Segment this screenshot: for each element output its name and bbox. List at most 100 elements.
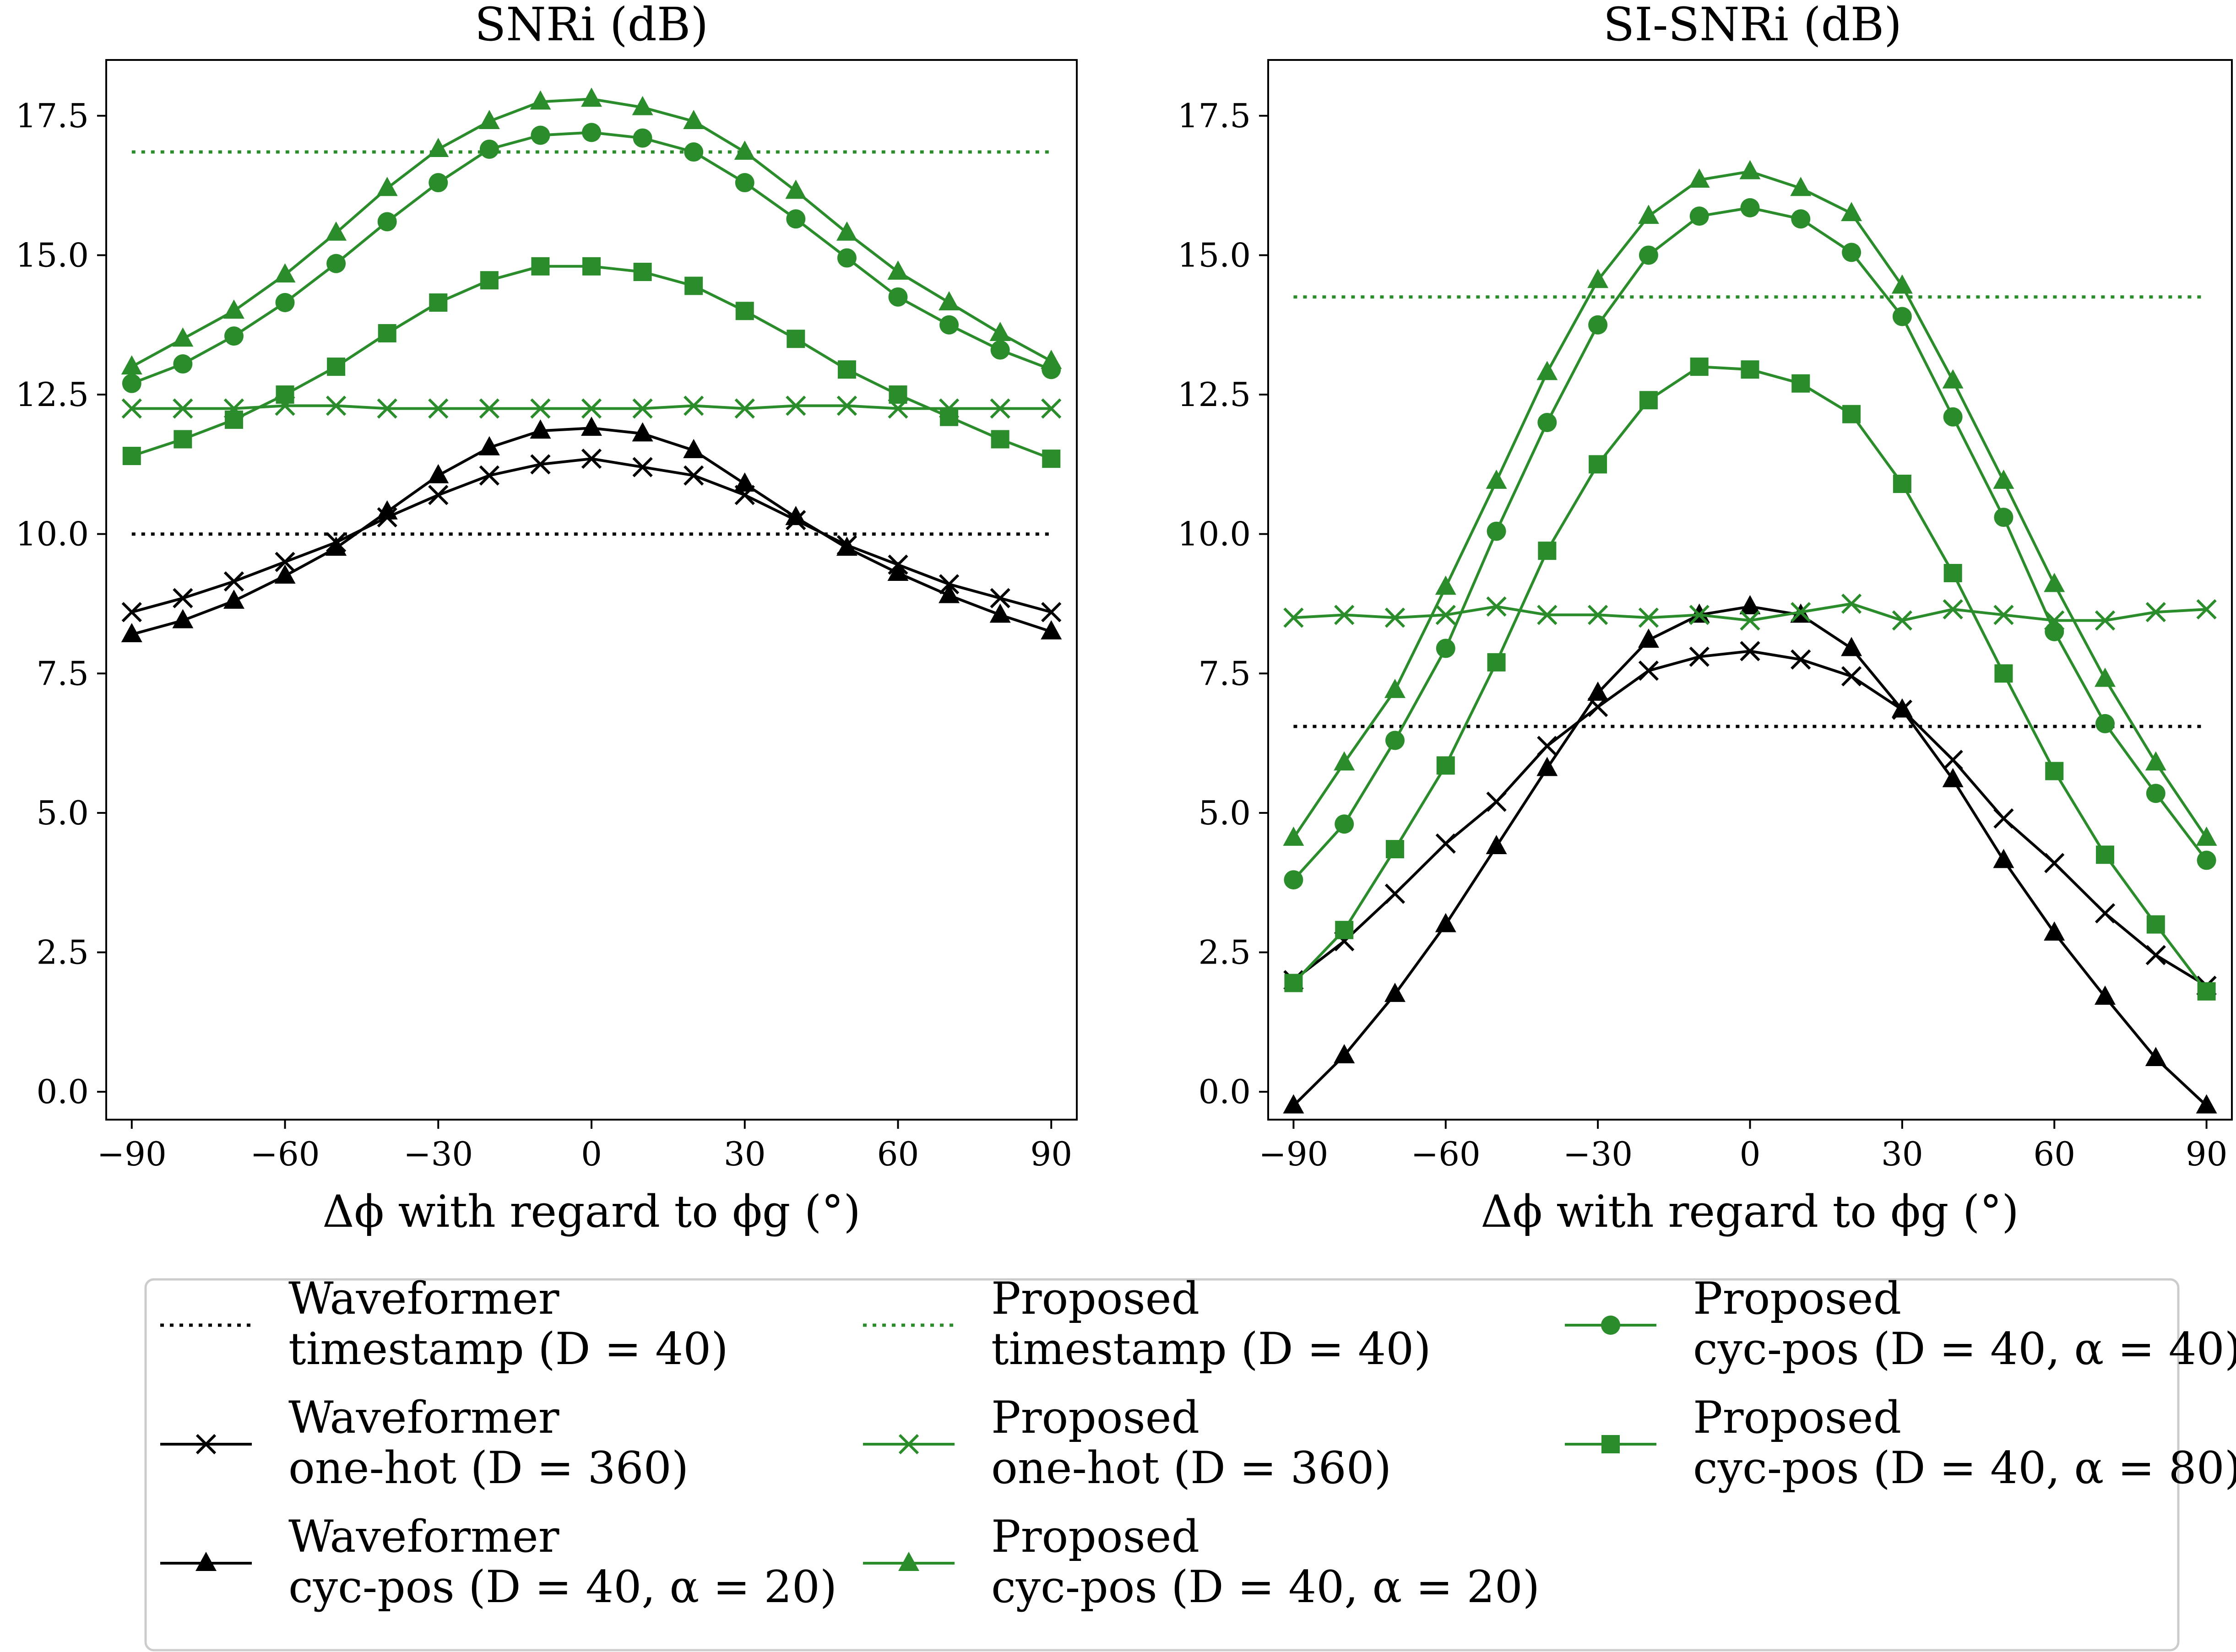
data-point [1892, 307, 1912, 326]
data-point [1486, 469, 1507, 489]
data-point [1689, 646, 1710, 667]
data-point [1538, 542, 1557, 560]
data-point [1284, 974, 1303, 992]
data-point [1993, 849, 2014, 868]
data-point [734, 398, 755, 419]
data-point [889, 385, 907, 404]
data-point [581, 449, 602, 469]
data-point [1841, 666, 1862, 687]
data-point [1486, 596, 1507, 617]
data-point [1384, 607, 1406, 628]
plot-area [1283, 160, 2217, 1114]
series-wf_cp [121, 417, 1062, 642]
data-point [1690, 357, 1709, 376]
panel-title: SNRi (dB) [475, 0, 709, 51]
y-tick-label: 12.5 [1178, 375, 1251, 414]
y-tick-label: 15.0 [1178, 236, 1251, 274]
data-point [1689, 206, 1709, 226]
data-point [786, 395, 806, 416]
y-tick-label: 5.0 [36, 794, 89, 832]
data-point [888, 287, 908, 307]
data-point [1943, 563, 1962, 582]
data-point [887, 561, 909, 581]
y-tick-label: 10.0 [16, 515, 89, 553]
data-point [223, 589, 244, 609]
y-tick-label: 2.5 [1198, 933, 1251, 971]
data-point [684, 395, 704, 416]
data-point [785, 179, 807, 199]
data-point [836, 221, 857, 241]
data-point [1740, 610, 1760, 631]
data-point [684, 465, 704, 486]
data-point [683, 110, 705, 130]
data-point [121, 398, 142, 419]
data-point [2096, 845, 2115, 864]
data-point [1994, 664, 2013, 683]
series-pr_cp20 [1283, 160, 2217, 846]
data-point [1841, 593, 1862, 614]
data-point [223, 299, 244, 319]
data-point [1841, 637, 1862, 656]
data-point [1993, 808, 2014, 829]
data-point [836, 536, 857, 556]
data-point [735, 302, 754, 320]
data-point [1435, 575, 1456, 595]
legend-label-line2: cyc-pos (D = 40, α = 20) [288, 1561, 837, 1613]
data-point [275, 293, 295, 313]
legend-marker [195, 1552, 217, 1571]
data-point [581, 398, 602, 419]
data-point [1487, 653, 1506, 672]
data-point [2145, 602, 2166, 623]
data-point [1042, 450, 1061, 468]
data-point [836, 395, 857, 416]
data-point [1791, 649, 1811, 670]
data-point [223, 571, 244, 592]
data-point [1536, 361, 1558, 380]
legend-label-line1: Waveformer [288, 1392, 559, 1443]
data-point [939, 291, 960, 311]
data-point [1740, 641, 1760, 661]
data-point [327, 357, 346, 376]
data-point [122, 374, 141, 393]
x-tick-label: 90 [2186, 1135, 2228, 1173]
data-point [326, 254, 346, 273]
data-point [684, 142, 704, 162]
y-tick-label: 17.5 [1178, 97, 1251, 135]
legend-label-line2: timestamp (D = 40) [288, 1323, 728, 1375]
data-point [172, 609, 194, 628]
legend-label-line2: cyc-pos (D = 40, α = 40) [1693, 1323, 2236, 1375]
x-tick-label: 0 [581, 1135, 602, 1173]
data-point [787, 330, 805, 348]
data-point [1384, 982, 1406, 1002]
x-axis-label: Δϕ with regard to ϕg (°) [1481, 1186, 2019, 1237]
data-point [1042, 360, 1061, 379]
data-point [274, 564, 296, 584]
data-point [1993, 469, 2014, 489]
data-point [428, 485, 449, 505]
data-point [326, 536, 347, 556]
y-tick-label: 5.0 [1198, 794, 1251, 832]
data-point [1486, 834, 1507, 854]
legend-label-line1: Proposed [991, 1511, 1199, 1562]
si-snri-panel: SI-SNRi (dB) −90 −60 −30 0 30 60 90 0.0 2.5 5.0 7.… [1178, 0, 2233, 1237]
data-point [990, 588, 1010, 608]
y-tick-label: 17.5 [16, 97, 89, 135]
legend-label-line2: one-hot (D = 360) [288, 1442, 689, 1494]
series-pr_cp40 [122, 123, 1061, 393]
data-point [887, 260, 909, 280]
data-point [1891, 274, 1913, 294]
data-point [991, 430, 1009, 449]
data-point [2197, 982, 2216, 1001]
data-point [1283, 1094, 1304, 1114]
data-point [2044, 573, 2065, 592]
data-point [2146, 784, 2165, 803]
data-point [121, 623, 142, 642]
data-point [632, 96, 653, 115]
data-point [377, 398, 397, 419]
data-point [1739, 160, 1761, 179]
legend-marker [195, 1434, 217, 1455]
